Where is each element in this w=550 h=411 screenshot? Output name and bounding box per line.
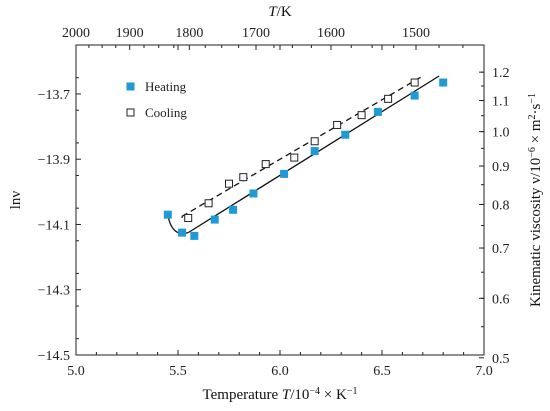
heating-point: [373, 107, 382, 116]
axis-titles: Temperature T/10−4 × K−1 T/K lnν Kinematic …: [8, 4, 544, 403]
y-tick-label: −14.1: [38, 218, 70, 233]
axes-layer: 5.0 5.5 6.0 6.5 7.0 −13.7 −13.9 −14.1 −14.3 −14.5…: [38, 26, 510, 379]
heating-point: [210, 215, 219, 224]
heating-point: [280, 169, 289, 178]
y-tick-label: −13.9: [38, 153, 70, 168]
top-tick-label: 2000: [62, 26, 90, 41]
cooling-point: [184, 213, 193, 222]
right-tick-label: 1.2: [492, 66, 510, 81]
top-tick-label: 1500: [402, 26, 430, 41]
top-tick-label: 1600: [317, 26, 345, 41]
top-tick-label: 1700: [242, 26, 270, 41]
right-axis-title: Kinematic viscosity ν/10−6 × m2·s−1: [527, 93, 545, 307]
cooling-point: [310, 137, 319, 146]
heating-point: [229, 205, 238, 214]
heating-point: [249, 189, 258, 198]
x-tick-label: 6.5: [373, 364, 391, 379]
heating-point: [178, 228, 187, 237]
legend-label-heating: Heating: [145, 79, 187, 94]
x-axis-title: Temperature T/10−4 × K−1: [203, 386, 358, 404]
heating-point: [190, 231, 199, 240]
cooling-point: [225, 179, 233, 188]
right-tick-label: 0.5: [492, 352, 510, 367]
y-axis-title: lnν: [8, 191, 24, 210]
data-points: [163, 78, 448, 240]
legend-label-cooling: Cooling: [145, 105, 187, 120]
right-tick-label: 0.7: [492, 242, 510, 257]
y-tick-label: −14.5: [38, 349, 70, 364]
cooling-point: [410, 78, 419, 87]
cooling-point: [333, 120, 342, 129]
legend: Heating Cooling: [126, 79, 187, 120]
cooling-point: [384, 94, 393, 103]
heating-point: [439, 78, 448, 87]
right-tick-label: 0.6: [492, 292, 510, 307]
right-tick-label: 1.0: [492, 126, 510, 141]
x-tick-label: 7.0: [475, 364, 493, 379]
heating-point: [341, 130, 350, 139]
right-tick-label: 0.9: [492, 160, 510, 175]
fit-lines: [167, 75, 440, 235]
x-tick-label: 5.5: [169, 364, 187, 379]
plot-frame: [75, 44, 485, 356]
cooling-point: [261, 160, 270, 169]
cooling-point: [290, 153, 299, 162]
legend-marker-heating: [126, 82, 135, 91]
x-tick-label: 5.0: [67, 364, 85, 379]
cooling-fit-line: [181, 75, 424, 217]
heating-point: [310, 147, 319, 156]
heating-point: [410, 91, 419, 100]
y-tick-label: −13.7: [38, 88, 70, 103]
legend-marker-cooling: [126, 108, 135, 117]
cooling-point: [204, 199, 213, 208]
y-tick-label: −14.3: [38, 284, 70, 299]
x-tick-label: 6.0: [271, 364, 289, 379]
top-tick-label: 1800: [175, 26, 203, 41]
right-tick-label: 1.1: [492, 95, 510, 110]
heating-point: [163, 210, 172, 219]
top-axis-title: T/K: [268, 4, 292, 20]
cooling-point: [239, 173, 248, 182]
top-tick-label: 1900: [116, 26, 144, 41]
cooling-point: [357, 111, 366, 120]
right-tick-label: 0.8: [492, 198, 510, 213]
